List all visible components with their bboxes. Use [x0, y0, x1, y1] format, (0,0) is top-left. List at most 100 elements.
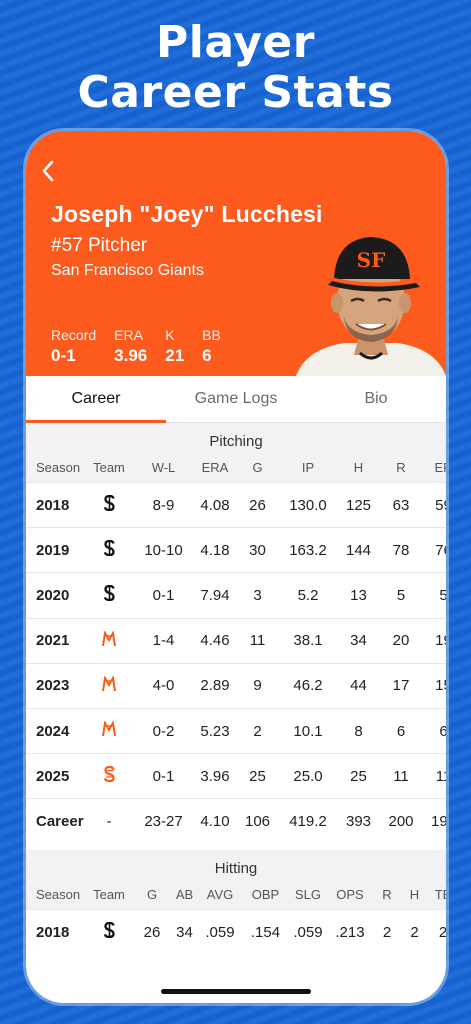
stat-cell: 20 — [392, 632, 410, 650]
column-header[interactable]: W-L — [151, 460, 176, 475]
season-cell: 2019 — [36, 541, 70, 559]
stat-cell: 2.89 — [200, 677, 230, 695]
home-indicator[interactable] — [161, 989, 311, 994]
summary-value: 0-1 — [51, 346, 76, 365]
hitting-table: 2018 26 34.059.154.059.213 2 2 2 — [26, 909, 446, 955]
stat-cell: 5.2 — [297, 586, 319, 604]
pitching-table: 20188-94.0826130.01256359201910-104.1830… — [26, 482, 446, 844]
column-header[interactable]: AB — [175, 887, 194, 902]
stat-cell: 13 — [350, 586, 367, 604]
stat-cell: 44 — [350, 677, 367, 695]
padres-logo-icon — [86, 922, 132, 942]
stat-cell: 144 — [345, 541, 372, 559]
stat-cell: 11 — [249, 632, 266, 650]
promo-title: Player Career Stats — [0, 18, 471, 118]
stat-cell: 10.1 — [293, 722, 323, 740]
stat-cell: 17 — [392, 677, 410, 695]
tab-career[interactable]: Career — [26, 376, 166, 423]
stat-cell: 46.2 — [293, 677, 323, 695]
section-title: Pitching — [209, 433, 263, 450]
stat-cell: .059 — [293, 923, 323, 941]
stat-cell: 4.08 — [200, 496, 230, 514]
column-header[interactable]: OBP — [251, 887, 280, 902]
column-header[interactable]: Team — [93, 887, 125, 902]
column-header: Season — [36, 460, 81, 475]
table-header: Season Team G AB AVG OBP SLG OPS R H TB — [26, 880, 446, 909]
season-cell: 2018 — [36, 923, 70, 941]
stat-cell: 6 — [439, 722, 446, 740]
stat-cell: 76 — [435, 541, 446, 559]
stat-cell: 2 — [253, 722, 262, 740]
stat-cell: 26 — [143, 923, 161, 941]
table-row[interactable]: 2018 8-9 4.08 26 130.0 125 63 59 — [26, 482, 446, 528]
column-header[interactable]: ER — [434, 460, 446, 475]
tab-game-logs[interactable]: Game Logs — [194, 390, 278, 407]
promo-title-line2: Career Stats — [77, 67, 394, 118]
back-button[interactable] — [34, 157, 62, 185]
season-cell: Career — [36, 812, 84, 830]
column-header[interactable]: R — [382, 887, 392, 902]
stat-cell: 15 — [435, 677, 446, 695]
column-header[interactable]: AVG — [206, 887, 234, 902]
column-header[interactable]: H — [409, 887, 420, 902]
table-row[interactable]: 2019 10-10 4.18 30 163.2 144 78 76 — [26, 527, 446, 573]
season-cell: 2025 — [36, 767, 70, 785]
stat-cell: 8-9 — [152, 496, 175, 514]
stat-cell: 2 — [438, 923, 446, 941]
summary-era: ERA 3.96 — [114, 327, 147, 366]
stat-cell: 5.23 — [200, 722, 230, 740]
giants-logo-icon — [86, 766, 132, 786]
season-cell: 2020 — [36, 586, 70, 604]
mets-logo-icon — [86, 675, 132, 696]
table-row[interactable]: 2018 26 34.059.154.059.213 2 2 2 — [26, 909, 446, 955]
summary-k: K 21 — [165, 327, 184, 366]
tab-bar: Career Game Logs Bio — [26, 376, 446, 423]
season-cell: 2024 — [36, 722, 70, 740]
summary-bb: BB 6 — [202, 327, 221, 366]
column-header[interactable]: TB — [434, 887, 446, 902]
stat-cell: 2 — [410, 923, 419, 941]
column-header[interactable]: G — [252, 460, 263, 475]
stat-cell: 0-1 — [152, 767, 175, 785]
stat-cell: - — [106, 812, 112, 830]
stat-cell: 30 — [249, 541, 266, 559]
table-row[interactable]: Career - 23-27 4.10 106 419.2 393 200 191 — [26, 798, 446, 844]
column-header[interactable]: Team — [93, 460, 125, 475]
column-header[interactable]: SLG — [294, 887, 321, 902]
stat-cell: 4.10 — [200, 812, 230, 830]
stat-cell: 34 — [350, 632, 367, 650]
stat-cell: 25.0 — [293, 767, 323, 785]
stat-cell: 393 — [345, 812, 372, 830]
stat-cell: 4.18 — [200, 541, 230, 559]
column-header[interactable]: ERA — [201, 460, 229, 475]
season-summary: Record 0-1 ERA 3.96 K 21 BB 6 — [51, 327, 221, 366]
column-header[interactable]: H — [353, 460, 364, 475]
table-row[interactable]: 2020 0-1 7.94 3 5.2 13 5 5 — [26, 572, 446, 618]
stat-cell: 23-27 — [144, 812, 183, 830]
mets-logo-icon — [86, 721, 132, 741]
stat-cell: 11 — [393, 767, 409, 785]
stat-cell: .059 — [205, 923, 235, 941]
player-number-position: #57 Pitcher — [51, 235, 148, 256]
player-header: Joseph "Joey" Lucchesi #57 Pitcher San F… — [26, 131, 446, 376]
column-header[interactable]: G — [146, 887, 158, 902]
summary-label: K — [165, 327, 175, 343]
stat-cell: 25 — [249, 767, 266, 785]
column-header[interactable]: IP — [301, 460, 315, 475]
table-row[interactable]: 2023 4-0 2.89 9 46.2 44 17 15 — [26, 662, 446, 708]
column-header[interactable]: R — [396, 460, 406, 475]
table-row[interactable]: 2024 0-2 5.23 2 10.1 8 6 6 — [26, 707, 446, 754]
stat-cell: 34 — [176, 923, 193, 941]
tab-bio[interactable]: Bio — [364, 390, 388, 407]
stat-cell: 125 — [345, 496, 372, 514]
column-header[interactable]: OPS — [336, 887, 364, 902]
stat-cell: 1-4 — [152, 632, 175, 650]
table-row[interactable]: 2021 1-4 4.46 11 38.1 34 20 19 — [26, 617, 446, 663]
stat-cell: 5 — [439, 586, 446, 604]
summary-record: Record 0-1 — [51, 327, 96, 366]
stat-cell: 25 — [350, 767, 367, 785]
stat-cell: 19 — [435, 632, 446, 650]
stat-cell: 3.96 — [200, 767, 230, 785]
table-row[interactable]: 2025 0-1 3.96 25 25.0 25 11 11 — [26, 753, 446, 799]
